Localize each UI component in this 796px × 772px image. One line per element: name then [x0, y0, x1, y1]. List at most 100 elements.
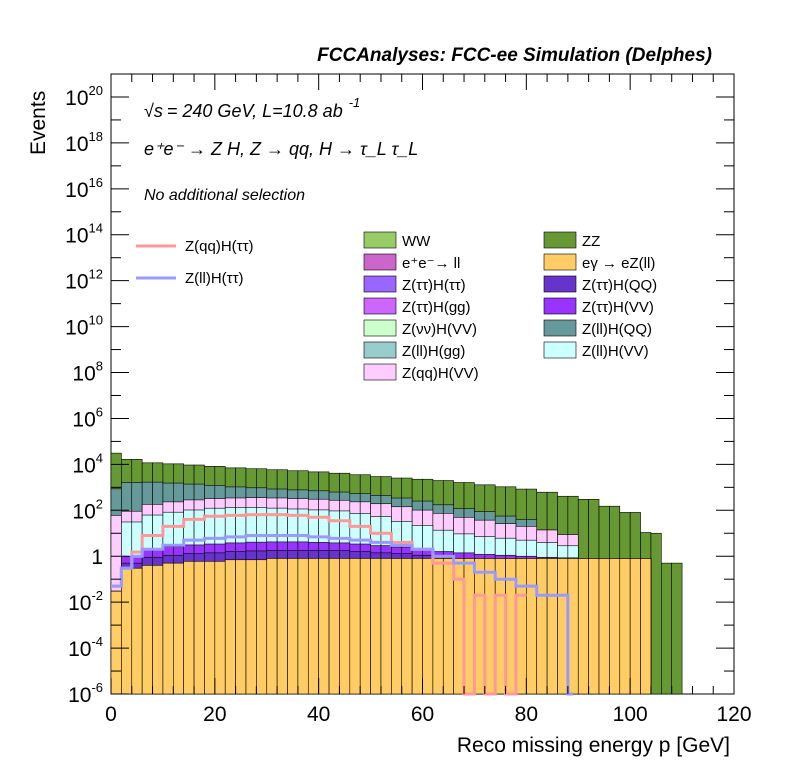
- legend-label: e⁺e⁻→ ll: [402, 255, 460, 272]
- bar-e-ez-ll--5: [162, 562, 174, 695]
- bar-e-ez-ll--7: [183, 561, 195, 695]
- x-tick-label: 60: [411, 703, 434, 726]
- x-tick-label: 120: [716, 703, 751, 726]
- legend-label-overlay: Z(ll)H(ττ): [185, 270, 244, 287]
- bar-e-ez-ll--6: [173, 562, 184, 695]
- bar-e-ez-ll--22: [339, 558, 351, 695]
- bar-e-ez-ll--42: [546, 558, 558, 695]
- bar-e-ez-ll--26: [380, 558, 392, 695]
- bar-e-ez-ll--51: [640, 558, 652, 695]
- legend-swatch: [363, 297, 397, 315]
- bar-e-ez-ll--47: [598, 558, 610, 695]
- bar-e-ez-ll--49: [619, 558, 631, 695]
- legend-swatch: [363, 275, 397, 293]
- y-tick-label: 1010: [65, 313, 103, 340]
- bar-e-ez-ll--24: [359, 558, 371, 695]
- legend-swatch: [543, 231, 577, 249]
- x-tick-label: 40: [307, 703, 330, 726]
- legend-label: ZZ: [582, 233, 600, 250]
- bar-zz-53: [661, 562, 673, 695]
- overlay-line-0: [111, 513, 527, 696]
- legend-swatch: [363, 341, 397, 359]
- annotation-selection: No additional selection: [144, 187, 305, 204]
- y-tick-label: 1014: [65, 221, 103, 248]
- bar-e-ez-ll--50: [629, 558, 641, 695]
- legend-label-overlay: Z(qq)H(ττ): [185, 238, 254, 255]
- bar-e-ez-ll--32: [442, 558, 454, 695]
- y-tick-label: 104: [72, 450, 103, 477]
- bar-e-ez-ll--17: [287, 558, 299, 695]
- bar-e-ez-ll--3: [141, 565, 153, 695]
- bar-e-ez-ll--18: [297, 558, 309, 695]
- y-tick-label: 1018: [65, 129, 103, 156]
- bar-e-ez-ll--15: [266, 558, 278, 695]
- bar-e-ez-ll--36: [484, 558, 496, 695]
- legend-label: Z(ττ)H(VV): [582, 299, 654, 316]
- y-tick-label: 1: [91, 546, 103, 569]
- legend-label: Z(νν)H(VV): [402, 321, 477, 338]
- legend-swatch: [363, 363, 397, 381]
- stacked-histogram: [110, 452, 683, 695]
- x-axis-ticks: 0 20 40 60 80 100 120: [105, 74, 752, 726]
- bar-e-ez-ll--28: [401, 558, 413, 695]
- annotation-energy: √s = 240 GeV, L=10.8 ab -1: [144, 95, 360, 121]
- bar-e-ez-ll--44: [567, 558, 579, 695]
- bar-e-ez-ll--34: [463, 558, 475, 695]
- bar-e-ez-ll--25: [370, 558, 382, 695]
- legend-swatch: [363, 253, 397, 271]
- y-tick-label: 1016: [65, 175, 103, 202]
- bar-e-ez-ll--19: [307, 558, 319, 695]
- legend-swatch: [543, 341, 577, 359]
- y-tick-label: 1020: [65, 83, 103, 110]
- legend-swatch: [543, 253, 577, 271]
- bar-e-ez-ll--43: [557, 558, 569, 695]
- bar-e-ez-ll--13: [245, 559, 257, 695]
- bar-e-ez-ll--16: [276, 558, 288, 695]
- legend-swatch: [363, 231, 397, 249]
- svg-text:√s= 240 GeV, L=10.8 ab-1: √s = 240 GeV, L=10.8 ab -1: [144, 95, 360, 121]
- bar-e-ez-ll--30: [422, 558, 434, 695]
- y-tick-label: 106: [72, 404, 103, 431]
- overlay-lines: [111, 513, 574, 696]
- energy-exp: -1: [349, 95, 361, 110]
- bar-e-ez-ll--8: [193, 561, 205, 695]
- bar-e-ez-ll--9: [204, 561, 216, 695]
- legend-label: Z(ττ)H(gg): [402, 299, 471, 316]
- y-tick-label: 108: [72, 359, 103, 386]
- y-tick-label: 102: [72, 496, 103, 523]
- bar-e-ez-ll--2: [131, 567, 143, 695]
- x-tick-label: 100: [613, 703, 648, 726]
- bar-e-ez-ll--46: [588, 558, 600, 695]
- legend-label: Z(ττ)H(ττ): [402, 277, 466, 294]
- bar-e-ez-ll--27: [391, 558, 403, 695]
- y-tick-label: 10-2: [68, 588, 103, 615]
- bar-e-ez-ll--1: [121, 567, 133, 695]
- bar-e-ez-ll--48: [609, 558, 621, 695]
- y-tick-label: 10-4: [68, 634, 103, 661]
- bar-e-ez-ll--14: [256, 559, 268, 695]
- annotation-process: e⁺e⁻ → Z H, Z → qq, H → τ_L τ_L: [144, 139, 418, 159]
- bar-e-ez-ll--4: [152, 565, 164, 695]
- x-tick-label: 0: [105, 703, 117, 726]
- y-tick-label: 1012: [65, 267, 103, 294]
- legend-label: Z(ll)H(QQ): [582, 321, 652, 338]
- bar-e-ez-ll--40: [526, 558, 538, 695]
- legend-swatch: [543, 275, 577, 293]
- x-tick-label: 80: [515, 703, 538, 726]
- bar-zz-54: [671, 562, 683, 695]
- legend-swatch: [543, 319, 577, 337]
- bar-e-ez-ll--29: [411, 558, 423, 695]
- bar-e-ez-ll--41: [536, 558, 548, 695]
- y-axis-ticks: 10-6 10-4 10-2 1 102 104 106 108 1010 1012 1014 101…: [65, 73, 734, 707]
- legend-label: Z(ll)H(VV): [582, 343, 649, 360]
- legend-label: WW: [402, 233, 431, 250]
- overlay-line-1: [111, 533, 574, 696]
- bar-e-ez-ll--11: [224, 559, 236, 695]
- legend-label: Z(qq)H(VV): [402, 365, 479, 382]
- bar-zz-52: [650, 532, 662, 695]
- x-tick-label: 20: [203, 703, 226, 726]
- legend-swatch: [363, 319, 397, 337]
- legend-label: Z(ll)H(gg): [402, 343, 465, 360]
- bar-e-ez-ll--23: [349, 558, 361, 695]
